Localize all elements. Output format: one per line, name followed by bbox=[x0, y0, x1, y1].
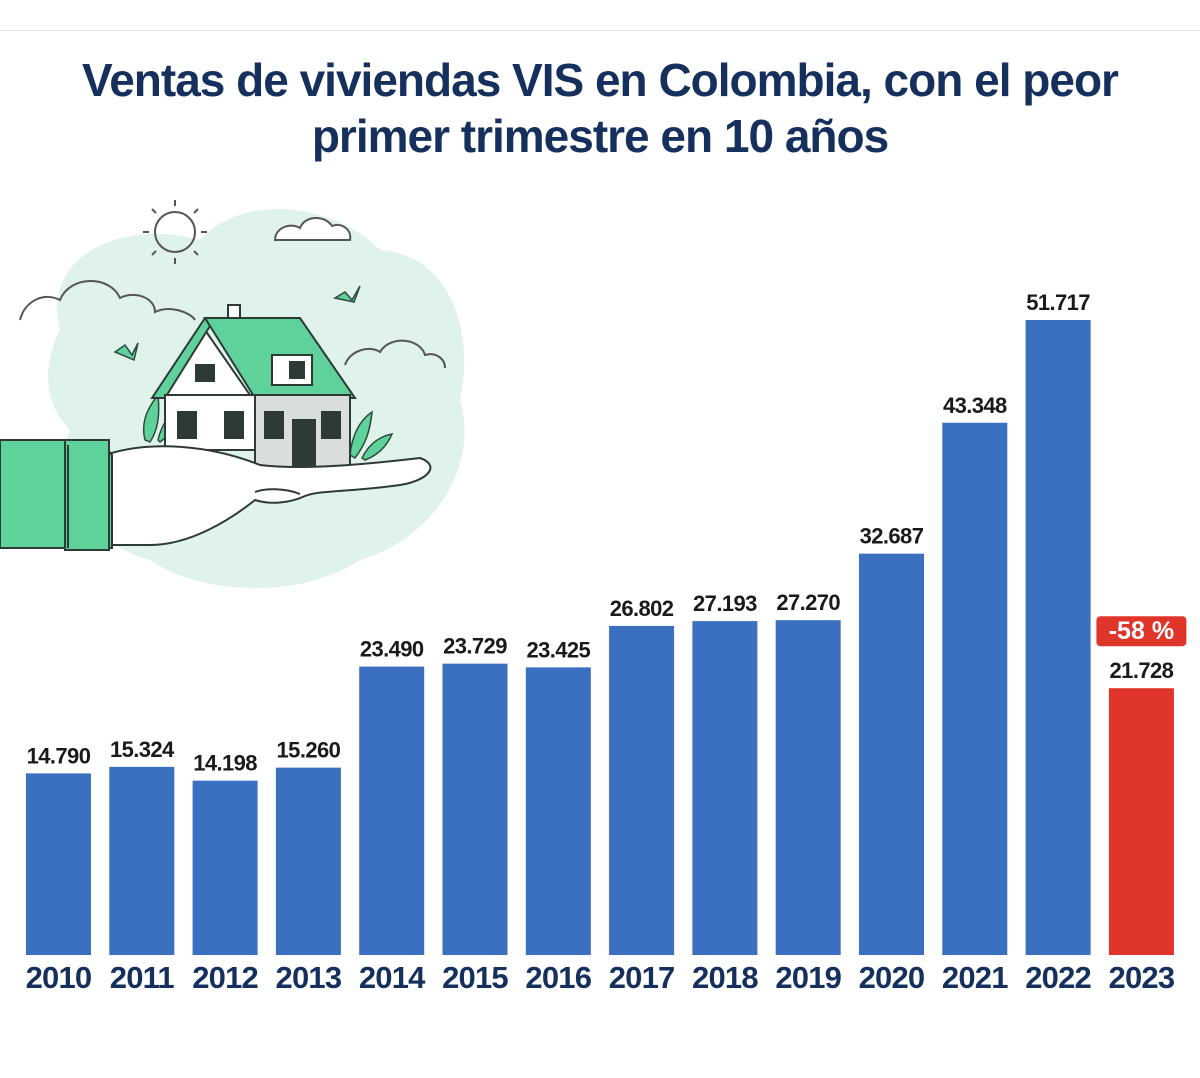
plant-icon bbox=[349, 410, 394, 461]
x-tick-label-2018: 2018 bbox=[692, 960, 758, 995]
x-tick-label-2021: 2021 bbox=[942, 960, 1008, 995]
x-tick-label-2015: 2015 bbox=[442, 960, 508, 995]
bird-icon bbox=[113, 342, 139, 362]
x-tick-label-2019: 2019 bbox=[775, 960, 841, 995]
bar-2019 bbox=[775, 620, 841, 955]
value-label-2018: 27.193 bbox=[693, 591, 757, 616]
value-label-2013: 15.260 bbox=[277, 738, 341, 763]
cloud-icon bbox=[344, 339, 446, 369]
value-labels-layer: 14.790 15.324 14.198 15.260 23.490 23.729 23.4… bbox=[27, 290, 1175, 776]
x-tick-label-2020: 2020 bbox=[859, 960, 925, 995]
bars-layer bbox=[26, 320, 1174, 956]
value-label-2019: 27.270 bbox=[776, 590, 840, 615]
x-tick-label-2014: 2014 bbox=[359, 960, 426, 995]
top-divider bbox=[0, 30, 1200, 31]
value-label-2016: 23.425 bbox=[526, 637, 590, 662]
cloud-icon bbox=[273, 217, 352, 241]
x-axis-tick-labels: 2010 2011 2012 2013 2014 2015 2016 2017 2018 2019… bbox=[26, 960, 1176, 995]
bar-2014 bbox=[359, 666, 425, 955]
annotation-layer: -58 % bbox=[1096, 616, 1187, 647]
cloud-icon bbox=[19, 280, 196, 321]
bar-2023 bbox=[1108, 688, 1174, 955]
bar-2020 bbox=[859, 553, 924, 955]
house-in-hand-illustration bbox=[0, 200, 465, 589]
value-label-2015: 23.729 bbox=[443, 634, 507, 659]
bar-2022 bbox=[1025, 320, 1091, 955]
sun-icon bbox=[143, 200, 207, 264]
value-label-2014: 23.490 bbox=[360, 637, 424, 662]
bar-2018 bbox=[692, 621, 758, 955]
house-icon bbox=[150, 304, 357, 476]
value-label-2012: 14.198 bbox=[193, 751, 257, 776]
value-label-2022: 51.717 bbox=[1026, 290, 1090, 315]
value-label-2017: 26.802 bbox=[610, 596, 674, 621]
hand-icon bbox=[0, 439, 432, 551]
x-tick-label-2023: 2023 bbox=[1109, 960, 1175, 995]
x-tick-label-2012: 2012 bbox=[192, 960, 258, 995]
bar-2021 bbox=[942, 422, 1008, 956]
x-tick-label-2016: 2016 bbox=[525, 960, 591, 995]
bar-2011 bbox=[109, 766, 175, 955]
bar-2012 bbox=[192, 780, 258, 955]
value-label-2011: 15.324 bbox=[110, 737, 175, 762]
x-tick-label-2017: 2017 bbox=[609, 960, 675, 995]
bird-icon bbox=[332, 285, 361, 303]
chart-title: Ventas de viviendas VIS en Colombia, con… bbox=[82, 54, 1119, 162]
x-tick-label-2022: 2022 bbox=[1025, 960, 1091, 995]
value-label-2020: 32.687 bbox=[860, 524, 924, 549]
change-badge bbox=[1096, 616, 1187, 647]
x-tick-label-2010: 2010 bbox=[26, 960, 92, 995]
bar-2010 bbox=[26, 773, 91, 955]
bar-2015 bbox=[442, 663, 508, 955]
change-badge-text: -58 % bbox=[1109, 617, 1174, 645]
value-label-2021: 43.348 bbox=[943, 393, 1007, 418]
x-tick-label-2013: 2013 bbox=[276, 960, 342, 995]
x-tick-label-2011: 2011 bbox=[110, 960, 175, 995]
bar-2013 bbox=[275, 767, 341, 955]
bar-2016 bbox=[525, 667, 591, 955]
bar-2017 bbox=[609, 625, 675, 955]
value-label-2023: 21.728 bbox=[1110, 658, 1174, 683]
value-label-2010: 14.790 bbox=[27, 743, 91, 768]
